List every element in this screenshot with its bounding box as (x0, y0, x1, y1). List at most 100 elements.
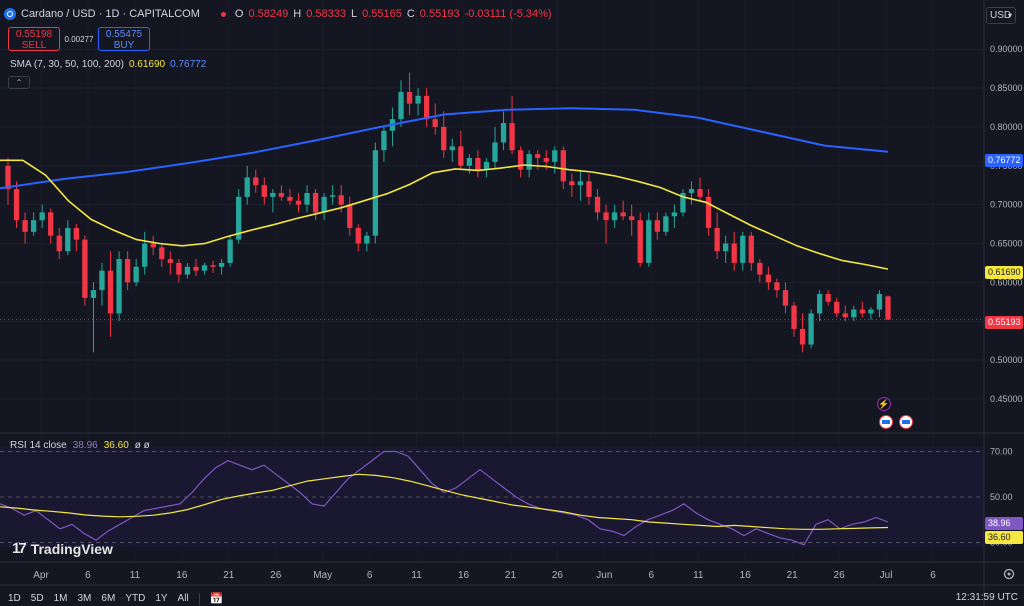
last-price-tag: 0.55193 (985, 316, 1023, 329)
us-flag-event-icon[interactable] (879, 415, 893, 429)
rsi-value: 38.96 (72, 440, 98, 451)
sell-label: SELL (21, 40, 47, 51)
sma50-value: 0.61690 (128, 59, 166, 70)
time-tick-label: 16 (740, 570, 752, 581)
rsi-band (0, 447, 984, 547)
candle-body (82, 239, 88, 298)
rsi-tick-label: 50.00 (990, 492, 1013, 502)
range-6m[interactable]: 6M (101, 593, 116, 604)
candle-body (236, 196, 242, 240)
rsi-price-tag: 38.96 (985, 517, 1023, 530)
candle-body (227, 239, 233, 263)
candle-body (287, 196, 293, 201)
rsi-legend-label: RSI 14 close (10, 440, 67, 451)
range-1m[interactable]: 1M (53, 593, 68, 604)
candle-body (330, 195, 336, 197)
price-tick-label: 0.60000 (990, 277, 1023, 287)
time-tick-label: 26 (552, 570, 564, 581)
candle-body (774, 282, 780, 291)
range-selector: 1D 5D 1M 3M 6M YTD 1Y All 📅 (8, 592, 223, 605)
rsi-legend[interactable]: RSI 14 close 38.96 36.60 ø ø (10, 440, 150, 451)
candle-body (449, 146, 455, 151)
time-tick-label: 6 (649, 570, 655, 581)
buy-button[interactable]: 0.55475 BUY (98, 27, 150, 51)
calendar-icon[interactable]: 📅 (209, 593, 224, 605)
candle-body (244, 177, 250, 197)
sma200-price-tag: 0.76772 (985, 154, 1023, 167)
settings-icon[interactable] (1003, 568, 1015, 580)
time-tick-label: 16 (176, 570, 188, 581)
candles (5, 72, 891, 353)
candle-body (39, 212, 45, 221)
candle-body (218, 262, 225, 267)
candle-body (176, 262, 182, 275)
candle-body (364, 235, 370, 244)
candle-body (791, 305, 797, 329)
currency-select[interactable]: USD (986, 7, 1016, 24)
candle-body (705, 196, 712, 228)
candle-body (560, 150, 566, 182)
range-3m[interactable]: 3M (77, 593, 92, 604)
candle-body (671, 212, 678, 217)
utc-clock[interactable]: 12:31:59 UTC (955, 592, 1018, 603)
candle-body (509, 123, 515, 151)
time-tick-label: 11 (130, 570, 141, 581)
time-tick-label: 21 (787, 570, 799, 581)
candle-body (817, 294, 823, 314)
candle-body (321, 196, 327, 213)
candle-body (526, 154, 532, 170)
ohlc-high: 0.58333 (306, 8, 346, 20)
candle-body (423, 95, 430, 120)
collapse-legend-button[interactable]: ⌃ (8, 76, 30, 89)
candle-body (868, 309, 874, 314)
candle-body (851, 309, 857, 318)
rsi-tick-label: 70.00 (990, 447, 1013, 457)
time-tick-label: Jul (880, 570, 893, 581)
candle-body (475, 158, 481, 170)
sell-button[interactable]: 0.55198 SELL (8, 27, 60, 51)
range-1y[interactable]: 1Y (155, 593, 168, 604)
candle-body (107, 270, 114, 314)
candle-body (646, 220, 652, 263)
range-divider (198, 592, 200, 605)
candle-body (133, 266, 139, 283)
candle-body (663, 216, 669, 232)
candle-body (466, 158, 473, 166)
range-ytd[interactable]: YTD (125, 593, 146, 604)
candle-body (261, 185, 267, 197)
candle-body (876, 294, 883, 310)
sma-legend[interactable]: SMA (7, 30, 50, 100, 200) 0.61690 0.7677… (10, 59, 206, 70)
candle-body (278, 192, 285, 197)
candle-body (116, 259, 122, 314)
candle-body (150, 243, 156, 248)
candle-body (552, 150, 558, 162)
time-tick-label: 11 (693, 570, 704, 581)
candle-body (723, 243, 729, 252)
candle-body (517, 150, 524, 170)
ohlc-close-label: C (406, 8, 415, 20)
candle-body (159, 247, 165, 260)
candle-body (458, 146, 464, 166)
symbol-title[interactable]: Cardano / USD · 1D · CAPITALCOM (21, 8, 200, 20)
range-1d[interactable]: 1D (8, 593, 21, 604)
time-tick-label: 26 (270, 570, 282, 581)
candle-body (714, 227, 720, 252)
us-flag-event-icon[interactable] (899, 415, 913, 429)
candle-body (500, 123, 507, 143)
candle-body (22, 220, 28, 232)
candle-body (543, 158, 549, 162)
tradingview-logo[interactable]: 17 TradingView (12, 540, 113, 557)
buy-label: BUY (113, 40, 135, 51)
candle-body (782, 290, 789, 306)
ohlc-high-label: H (293, 8, 302, 20)
candle-body (210, 265, 216, 267)
ohlc-change: -0.03111 (-5.34%) (464, 8, 552, 20)
candle-body (654, 220, 660, 232)
time-tick-label: 21 (505, 570, 517, 581)
range-5d[interactable]: 5D (30, 593, 44, 604)
candle-body (167, 259, 173, 263)
price-tick-label: 0.90000 (990, 44, 1023, 54)
range-all[interactable]: All (177, 593, 189, 604)
lightning-icon[interactable]: ⚡ (877, 397, 891, 411)
